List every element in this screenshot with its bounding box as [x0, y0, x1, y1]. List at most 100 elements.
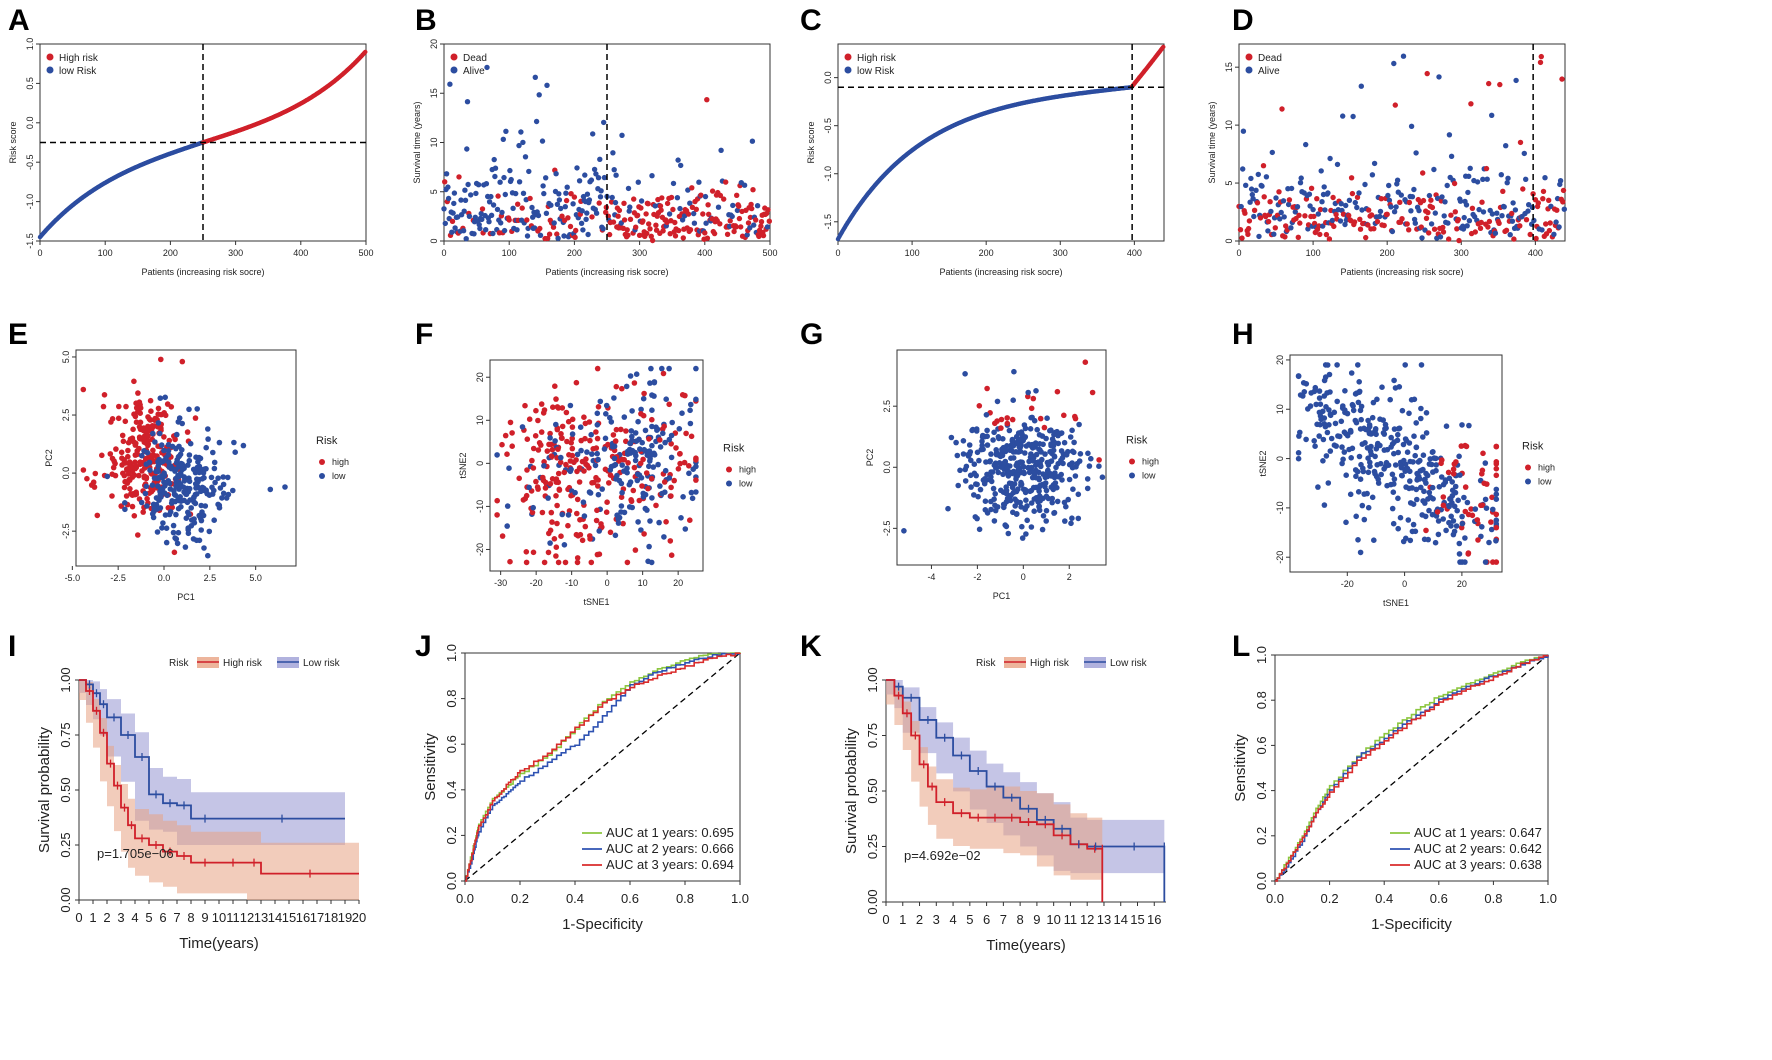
x-tick-label: 0	[1021, 572, 1026, 582]
x-tick-label: -30	[494, 578, 507, 588]
high-risk-point	[673, 445, 679, 451]
low-risk-point	[623, 383, 630, 390]
panel-letter: B	[415, 4, 437, 37]
alive-point	[465, 181, 471, 188]
alive-point	[1307, 203, 1313, 209]
high-risk-point	[631, 464, 638, 471]
dead-point	[1340, 211, 1347, 217]
high-risk-point	[552, 383, 558, 390]
low-risk-point	[1356, 379, 1362, 385]
x-tick-label: 19	[338, 910, 352, 925]
dead-point	[1546, 227, 1553, 234]
low-risk-point	[601, 446, 608, 452]
low-risk-point	[1043, 507, 1050, 514]
low-risk-point	[1019, 523, 1025, 530]
x-tick-label: 0	[605, 578, 610, 588]
low-risk-point	[993, 451, 1000, 458]
high-risk-point	[693, 477, 699, 483]
low-risk-point	[1003, 447, 1009, 454]
low-risk-point	[504, 503, 511, 509]
high-risk-point	[595, 404, 602, 410]
high-risk-point	[646, 436, 652, 442]
high-risk-point	[538, 429, 545, 435]
low-risk-point	[1088, 455, 1094, 462]
low-risk-point	[666, 436, 673, 443]
low-risk-point	[1068, 520, 1074, 527]
legend-label-low: low	[332, 471, 346, 481]
low-risk-point	[1421, 477, 1428, 483]
alive-point	[1444, 182, 1450, 189]
high-risk-point	[586, 419, 593, 425]
x-tick-label: 3	[117, 910, 124, 925]
high-risk-point	[555, 405, 562, 411]
low-risk-point	[1301, 389, 1308, 395]
alive-point	[1346, 197, 1353, 203]
alive-point	[503, 128, 509, 134]
low-risk-point	[1342, 388, 1348, 394]
low-risk-point	[1058, 471, 1064, 478]
alive-point	[1269, 149, 1276, 156]
low-risk-point	[971, 492, 977, 498]
alive-point	[1422, 227, 1428, 233]
dead-point	[1308, 185, 1315, 191]
x-tick-label: 0	[1236, 248, 1241, 258]
dead-point	[1440, 229, 1447, 235]
dead-point	[572, 234, 578, 240]
x-tick-label: 8	[187, 910, 194, 925]
low-risk-point	[957, 467, 963, 474]
x-tick-label: -20	[1341, 579, 1354, 589]
legend-swatch-high	[726, 466, 732, 473]
low-risk-point	[1352, 467, 1359, 473]
high-risk-point	[555, 559, 562, 566]
low-risk-point	[179, 461, 185, 467]
low-risk-point	[977, 486, 984, 493]
y-tick-label: 1.0	[444, 644, 459, 662]
dead-point	[1349, 190, 1356, 197]
high-risk-point	[125, 447, 131, 454]
high-risk-point	[649, 416, 655, 423]
high-risk-point	[568, 440, 574, 446]
low-risk-point	[1005, 530, 1012, 537]
high-risk-point	[1423, 527, 1429, 534]
high-risk-point	[530, 549, 537, 556]
low-risk-point	[1009, 481, 1016, 488]
dead-point	[643, 211, 649, 217]
low-risk-point	[688, 489, 695, 496]
p-value: p=4.692e−02	[904, 848, 981, 863]
legend-swatch-low	[844, 66, 852, 74]
y-tick-label: 0.50	[865, 778, 880, 803]
low-risk-point	[1040, 441, 1046, 448]
low-risk-point	[1356, 453, 1363, 460]
alive-point	[652, 203, 658, 209]
low-risk-point	[1022, 489, 1029, 496]
alive-point	[1480, 209, 1487, 215]
x-tick-label: 0.2	[1321, 891, 1339, 906]
low-risk-point	[574, 451, 581, 458]
high-risk-point	[1458, 443, 1465, 449]
low-risk-point	[588, 431, 594, 438]
alive-point	[1432, 210, 1439, 216]
low-risk-point	[1321, 415, 1328, 421]
x-tick-label: 20	[352, 910, 366, 925]
y-axis-label: Survival probability	[36, 727, 53, 853]
dead-point	[603, 209, 609, 215]
high-risk-point	[610, 432, 617, 438]
high-risk-point	[145, 433, 151, 439]
low-risk-point	[188, 505, 194, 511]
x-axis-label: Patients (increasing risk socre)	[1340, 267, 1463, 277]
high-risk-point	[155, 411, 161, 418]
high-risk-point	[1469, 512, 1476, 519]
y-tick-label: 0.8	[1254, 691, 1269, 709]
alive-point	[1389, 228, 1396, 235]
alive-point	[471, 231, 477, 237]
dead-point	[1535, 200, 1542, 206]
low-risk-point	[996, 460, 1003, 466]
low-risk-point	[504, 523, 511, 529]
alive-point	[687, 200, 693, 206]
x-axis-label: tSNE1	[1383, 598, 1409, 608]
low-risk-point	[1361, 516, 1368, 523]
low-risk-point	[1410, 521, 1417, 528]
low-risk-point	[1344, 410, 1351, 417]
dead-point	[1354, 194, 1361, 200]
low-risk-point	[1412, 452, 1418, 459]
